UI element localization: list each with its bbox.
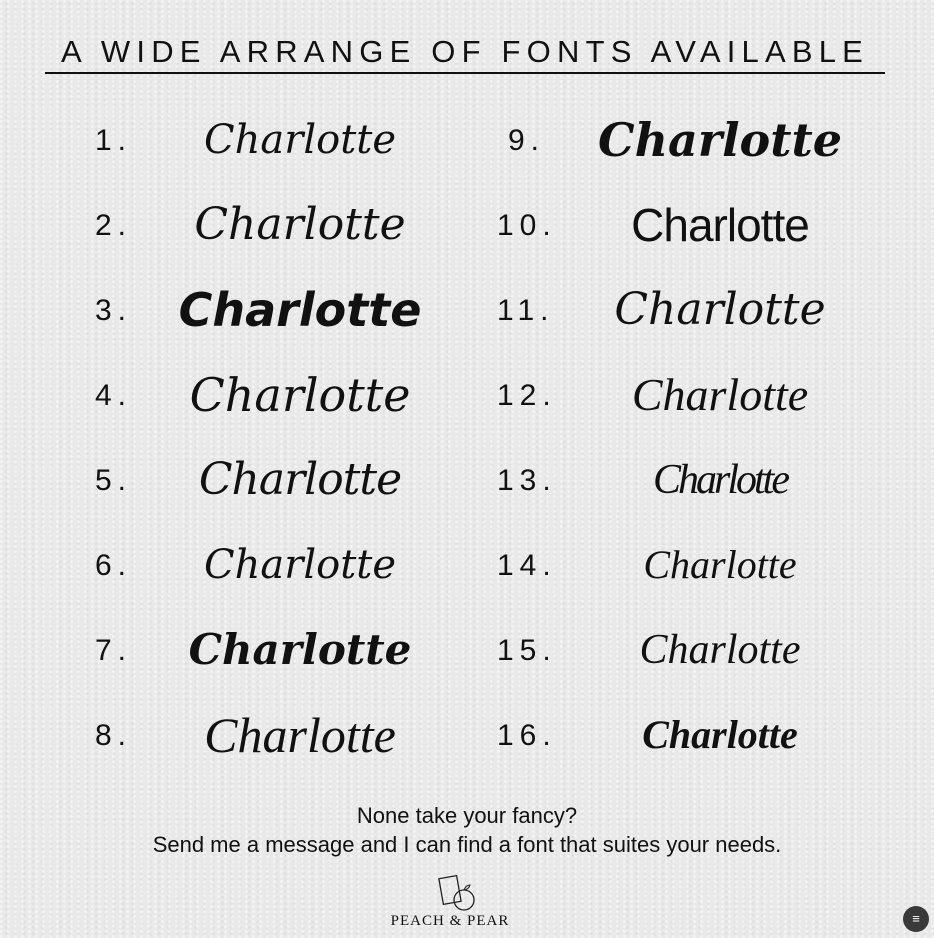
font-sample: Charlotte xyxy=(189,368,411,422)
page-title: A WIDE ARRANGE OF FONTS AVAILABLE xyxy=(60,34,870,69)
font-sample: Charlotte xyxy=(639,627,801,673)
font-number: 9. xyxy=(508,124,546,157)
scan-text-icon[interactable]: ≡ xyxy=(903,906,929,932)
font-sample: Charlotte xyxy=(198,454,402,505)
font-number: 14. xyxy=(497,549,557,582)
font-number: 12. xyxy=(497,379,557,412)
notebook-peach-logo-icon xyxy=(438,874,475,911)
font-sample: Charlotte xyxy=(631,199,810,251)
font-number: 10. xyxy=(497,209,557,242)
brand-name: PEACH & PEAR xyxy=(390,913,510,929)
font-number: 1. xyxy=(95,124,133,157)
title-underline xyxy=(45,72,885,74)
font-number: 7. xyxy=(95,634,133,667)
font-number: 8. xyxy=(95,719,133,752)
font-sample: Charlotte xyxy=(178,283,422,337)
font-number: 6. xyxy=(95,549,133,582)
font-sample: Charlotte xyxy=(204,707,396,763)
font-number: 3. xyxy=(95,294,133,327)
font-sample: Charlotte xyxy=(194,199,406,250)
footer-line-1: None take your fancy? xyxy=(356,803,578,828)
font-sample: Charlotte xyxy=(652,457,790,503)
font-sample: Charlotte xyxy=(643,542,797,587)
font-number: 4. xyxy=(95,379,133,412)
font-number: 13. xyxy=(497,464,557,497)
font-sample: Charlotte xyxy=(203,542,397,588)
footer-line-2: Send me a message and I can find a font … xyxy=(152,832,782,857)
font-sample: Charlotte xyxy=(614,284,826,335)
font-number: 2. xyxy=(95,209,133,242)
font-sample: Charlotte xyxy=(597,113,842,167)
font-sample: Charlotte xyxy=(203,117,397,163)
font-number: 5. xyxy=(95,464,133,497)
font-sample: Charlotte xyxy=(642,712,798,757)
font-number: 15. xyxy=(497,634,557,667)
font-sample: Charlotte xyxy=(188,625,412,674)
font-sample: Charlotte xyxy=(631,369,809,420)
font-number: 16. xyxy=(497,719,557,752)
font-number: 11. xyxy=(497,294,555,327)
